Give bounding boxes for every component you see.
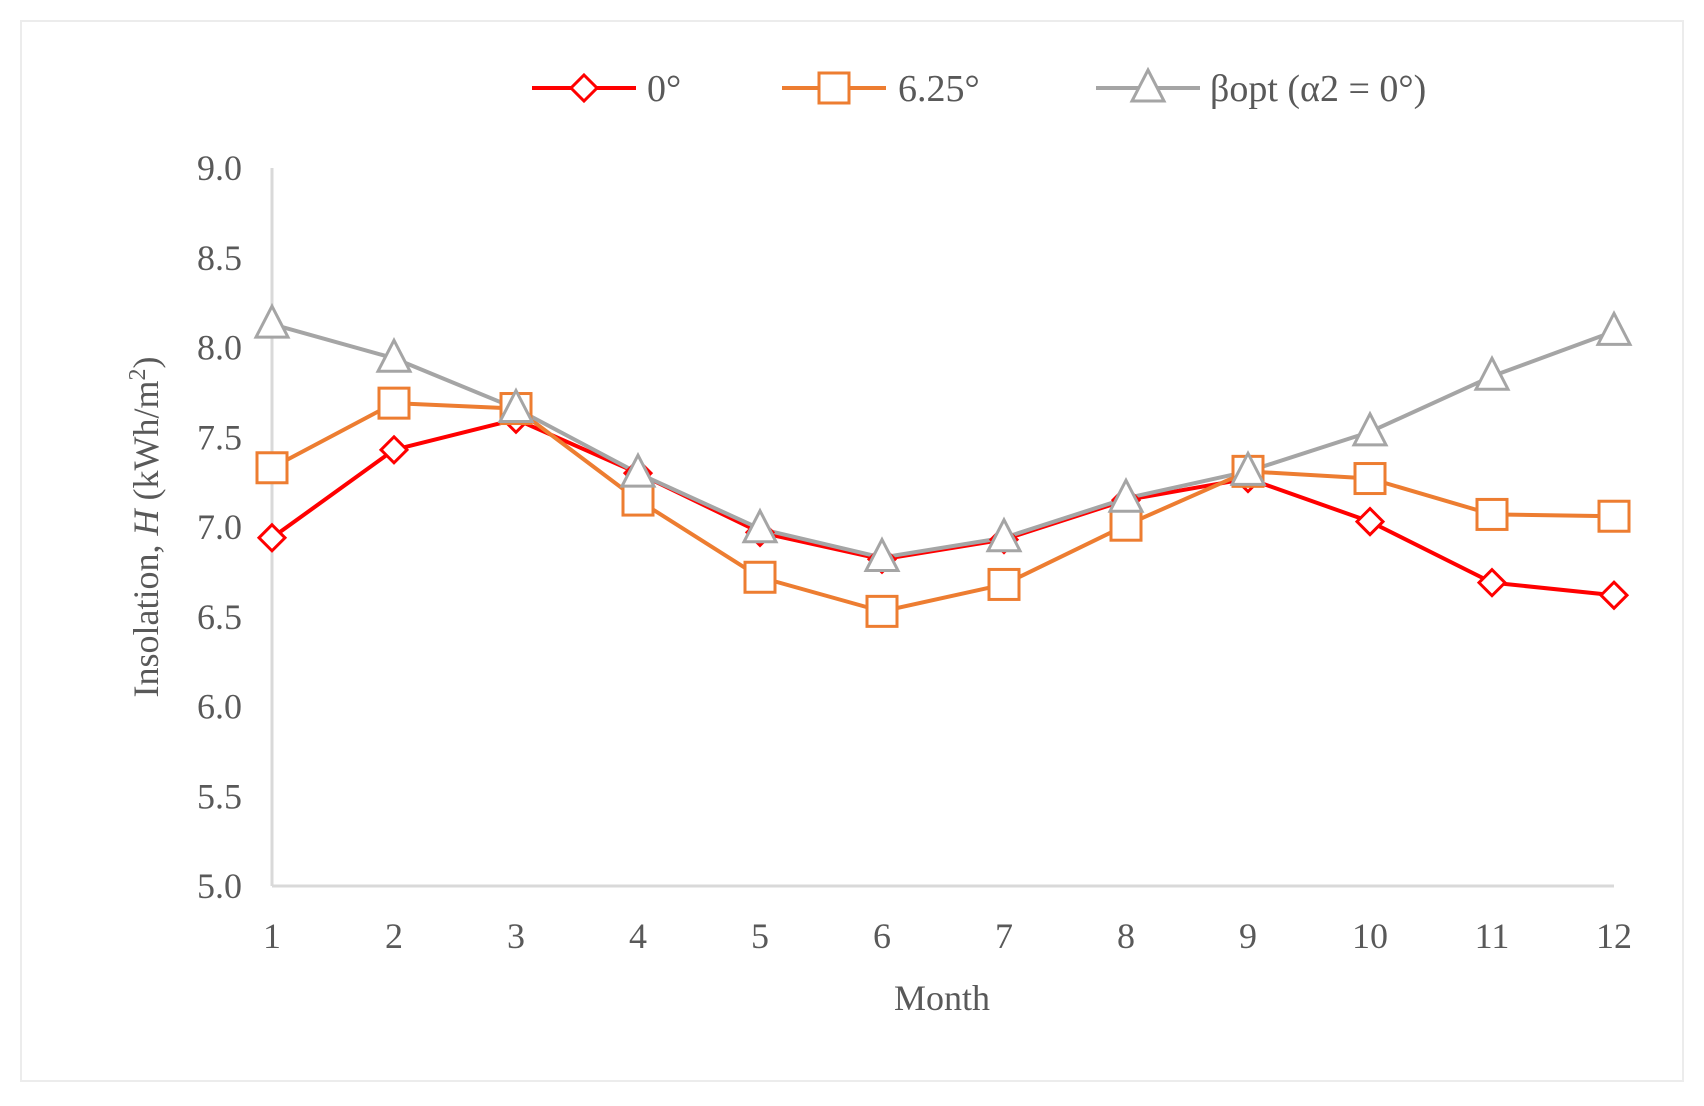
x-tick-label: 11 [1475, 916, 1510, 956]
x-tick-label: 5 [751, 916, 769, 956]
x-tick-label: 8 [1117, 916, 1135, 956]
y-tick-label: 7.5 [197, 417, 242, 457]
series-0-point [378, 434, 410, 465]
series-1-point [1353, 462, 1387, 496]
series-2-point [1351, 410, 1389, 447]
series-1-point [1597, 499, 1631, 533]
series-2-point [497, 387, 535, 424]
y-axis-title-unit: (kWh/m [126, 381, 166, 510]
legend-label-0: 0° [647, 68, 681, 110]
y-axis-title-symbol: H [126, 508, 166, 537]
y-tick-label: 9.0 [197, 148, 242, 188]
series-1-point [1475, 497, 1509, 531]
x-tick-label: 2 [385, 916, 403, 956]
y-tick-labels: 5.0 5.5 6.0 6.5 7.0 7.5 8.0 8.5 9.0 [197, 148, 242, 906]
y-tick-label: 8.0 [197, 328, 242, 368]
series-2-point [1473, 354, 1511, 391]
y-axis-title: Insolation, H (kWh/m2) [125, 357, 166, 698]
legend-marker-2 [1129, 66, 1167, 103]
x-tick-label: 10 [1352, 916, 1388, 956]
y-tick-label: 7.0 [197, 507, 242, 547]
y-axis-title-unit-sup: 2 [125, 369, 151, 381]
series-2-point [985, 516, 1023, 553]
series-1-point [1109, 508, 1143, 542]
y-tick-label: 5.5 [197, 776, 242, 816]
series-0-point [1476, 567, 1508, 598]
legend: 0° 6.25° βopt (α2 = 0°) [532, 66, 1426, 110]
x-tick-label: 3 [507, 916, 525, 956]
y-tick-label: 6.0 [197, 687, 242, 727]
x-tick-label: 4 [629, 916, 647, 956]
x-tick-label: 9 [1239, 916, 1257, 956]
legend-marker-0 [568, 72, 600, 104]
series-1-point [255, 451, 289, 485]
legend-marker-1 [817, 71, 851, 105]
series-1-point [743, 560, 777, 594]
y-tick-label: 5.0 [197, 866, 242, 906]
series-line-0 [270, 417, 1615, 598]
series-2-point [375, 336, 413, 373]
x-tick-label: 1 [263, 916, 281, 956]
series-2-point [741, 507, 779, 544]
x-tick-labels: 1 2 3 4 5 6 7 8 9 10 11 12 [263, 916, 1632, 956]
x-tick-label: 6 [873, 916, 891, 956]
series-lines [270, 322, 1615, 614]
series-2-point [863, 536, 901, 573]
x-tick-label: 12 [1596, 916, 1632, 956]
series-1-point [865, 594, 899, 628]
axes [270, 168, 1614, 888]
series-2-point [1229, 450, 1267, 486]
x-axis-title: Month [894, 978, 990, 1018]
y-axis-title-main: Insolation, [126, 536, 166, 698]
series-0-point [1598, 580, 1630, 611]
series-2-point [253, 302, 291, 339]
series-1-point [621, 483, 655, 517]
series-1-point [377, 386, 411, 420]
legend-label-1: 6.25° [898, 68, 980, 110]
y-axis-title-unit-close: ) [126, 357, 166, 369]
series-line-2 [271, 322, 1615, 560]
y-tick-label: 6.5 [197, 597, 242, 637]
legend-label-2: βopt (α2 = 0°) [1210, 68, 1426, 110]
series-markers [253, 302, 1633, 628]
series-2-point [619, 451, 657, 488]
series-2-point [1595, 310, 1633, 346]
x-tick-label: 7 [995, 916, 1013, 956]
series-line-1 [271, 401, 1615, 614]
series-1-point [987, 567, 1021, 601]
series-0-point [1354, 506, 1386, 537]
series-0-point [256, 522, 288, 553]
series-2-point [1107, 477, 1145, 513]
y-tick-label: 8.5 [197, 238, 242, 278]
